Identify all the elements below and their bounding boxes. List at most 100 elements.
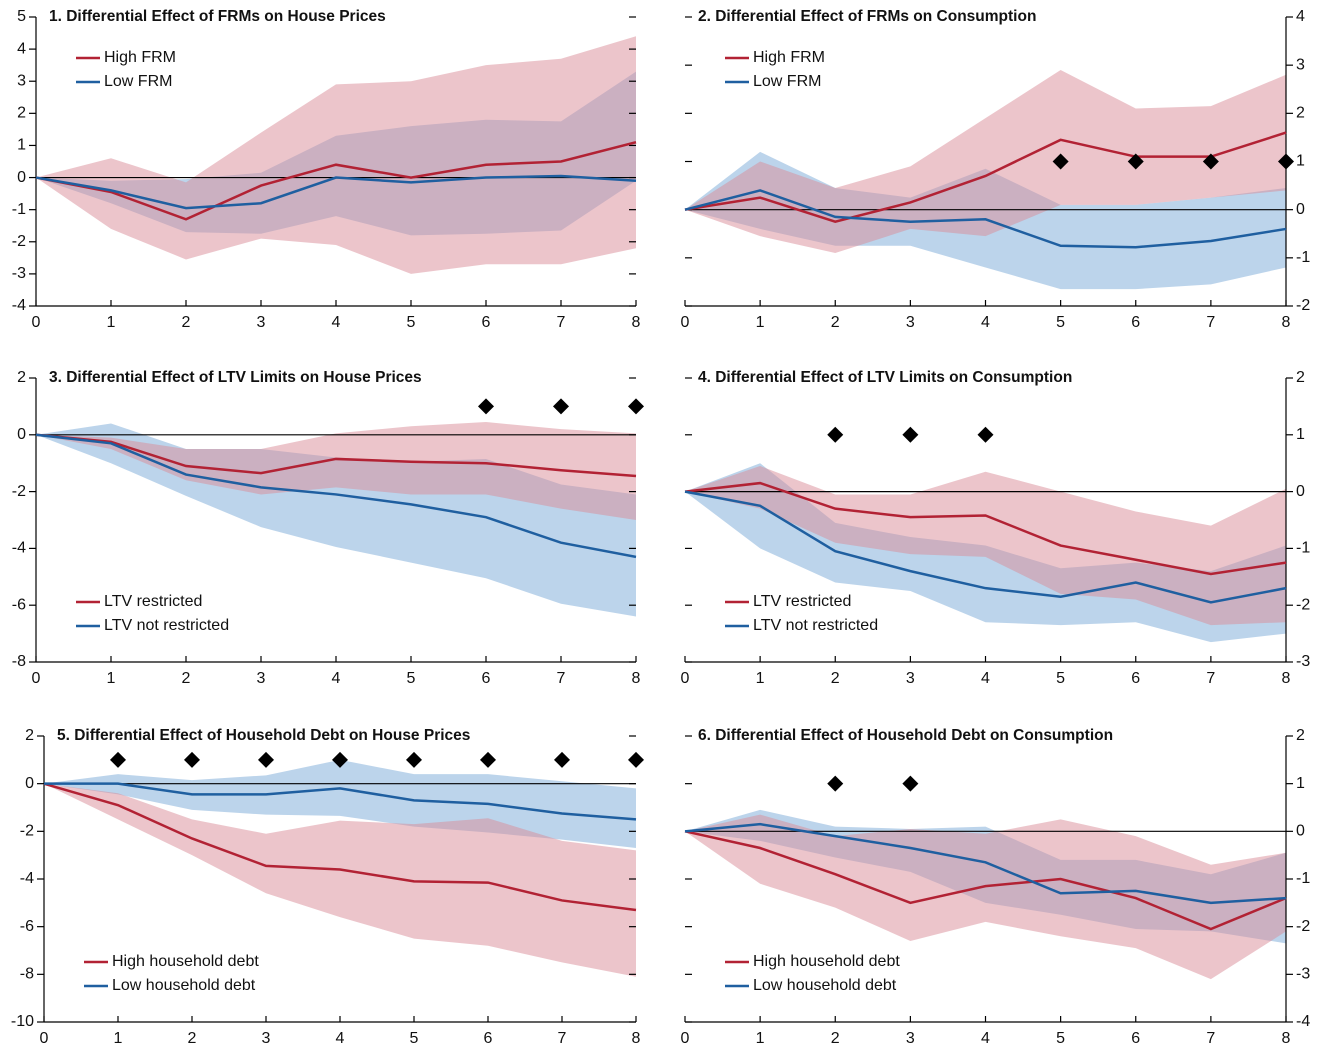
x-tick-label: 1 — [756, 1030, 765, 1047]
y-tick-label: 4 — [17, 40, 26, 57]
x-tick-label: 7 — [1206, 1030, 1215, 1047]
panel-title: 1. Differential Effect of FRMs on House … — [49, 8, 386, 25]
x-tick-label: 4 — [981, 1030, 990, 1047]
legend-label: LTV restricted — [104, 593, 202, 610]
significance-marker — [478, 398, 494, 415]
x-tick-label: 0 — [32, 670, 41, 687]
x-tick-label: 5 — [1056, 1030, 1065, 1047]
x-tick-label: 1 — [756, 670, 765, 687]
panel-title: 3. Differential Effect of LTV Limits on … — [49, 369, 422, 386]
x-tick-label: 6 — [1131, 1030, 1140, 1047]
y-tick-label: -3 — [1296, 653, 1310, 670]
x-tick-label: 1 — [114, 1030, 123, 1047]
significance-marker — [827, 426, 844, 443]
legend-label: Low FRM — [753, 73, 821, 90]
x-tick-label: 8 — [632, 314, 641, 331]
significance-marker — [406, 751, 422, 768]
legend-label: Low FRM — [104, 73, 172, 90]
series-line — [35, 174, 637, 210]
panel-title: 2. Differential Effect of FRMs on Consum… — [698, 8, 1036, 25]
significance-marker — [827, 775, 844, 792]
y-tick-label: -1 — [1296, 870, 1310, 887]
x-tick-label: 0 — [681, 314, 690, 331]
x-tick-label: 0 — [32, 314, 41, 331]
y-tick-label: -2 — [20, 823, 34, 840]
confidence-band — [685, 69, 1286, 254]
x-tick-label: 8 — [632, 670, 641, 687]
y-tick-label: 0 — [25, 775, 34, 792]
x-tick-label: 8 — [632, 1030, 641, 1047]
significance-marker — [902, 426, 919, 443]
y-tick-label: 4 — [1296, 8, 1305, 25]
series-line — [35, 433, 637, 559]
x-tick-label: 2 — [182, 670, 191, 687]
significance-marker — [554, 751, 570, 768]
x-tick-label: 6 — [1131, 670, 1140, 687]
series-line — [684, 131, 1287, 224]
y-tick-label: 2 — [17, 369, 26, 386]
y-tick-label: 0 — [1296, 823, 1305, 840]
y-tick-label: -2 — [1296, 596, 1310, 613]
legend-label: LTV not restricted — [104, 617, 229, 634]
significance-marker — [1052, 153, 1069, 170]
confidence-band — [36, 422, 636, 520]
x-tick-label: 5 — [1056, 670, 1065, 687]
legend-label: High FRM — [753, 49, 825, 66]
x-tick-label: 3 — [262, 1030, 271, 1047]
confidence-band — [36, 36, 636, 274]
series-line — [684, 490, 1287, 604]
y-tick-label: 0 — [17, 169, 26, 186]
x-tick-label: 3 — [906, 1030, 915, 1047]
y-tick-label: -10 — [11, 1013, 34, 1030]
x-tick-label: 4 — [336, 1030, 345, 1047]
y-tick-label: 5 — [17, 8, 26, 25]
y-tick-label: -4 — [12, 540, 26, 557]
legend-label: High FRM — [104, 49, 176, 66]
significance-marker — [1278, 153, 1294, 170]
significance-marker — [110, 751, 126, 768]
x-tick-label: 0 — [681, 670, 690, 687]
x-tick-label: 7 — [1206, 314, 1215, 331]
x-tick-label: 7 — [557, 670, 566, 687]
series-line — [44, 782, 637, 821]
x-tick-label: 2 — [831, 670, 840, 687]
panel-title: 4. Differential Effect of LTV Limits on … — [698, 369, 1072, 386]
confidence-band — [685, 814, 1286, 980]
x-tick-label: 8 — [1282, 314, 1291, 331]
significance-marker — [1202, 153, 1219, 170]
x-tick-label: 3 — [257, 314, 266, 331]
x-tick-label: 7 — [558, 1030, 567, 1047]
legend-label: High household debt — [753, 953, 900, 970]
x-tick-label: 2 — [188, 1030, 197, 1047]
x-tick-label: 8 — [1282, 670, 1291, 687]
significance-marker — [902, 775, 919, 792]
confidence-band — [685, 466, 1286, 626]
x-tick-label: 4 — [981, 314, 990, 331]
x-tick-label: 5 — [1056, 314, 1065, 331]
legend-label: LTV not restricted — [753, 617, 878, 634]
y-tick-label: 2 — [1296, 727, 1305, 744]
series-line — [35, 141, 637, 221]
legend-label: High household debt — [112, 953, 259, 970]
significance-marker — [1127, 153, 1144, 170]
y-tick-label: -2 — [12, 233, 26, 250]
significance-marker — [258, 751, 274, 768]
y-tick-label: -1 — [1296, 249, 1310, 266]
x-tick-label: 5 — [407, 670, 416, 687]
y-tick-label: 2 — [25, 727, 34, 744]
x-tick-label: 0 — [40, 1030, 49, 1047]
x-tick-label: 7 — [1206, 670, 1215, 687]
y-tick-label: -1 — [1296, 540, 1310, 557]
y-tick-label: -1 — [12, 201, 26, 218]
panel-title: 6. Differential Effect of Household Debt… — [698, 727, 1113, 744]
y-tick-label: 3 — [1296, 56, 1305, 73]
significance-marker — [332, 751, 348, 768]
series-line — [43, 782, 637, 912]
y-tick-label: 1 — [1296, 775, 1305, 792]
series-line — [35, 433, 637, 478]
x-tick-label: 6 — [482, 314, 491, 331]
significance-marker — [977, 426, 994, 443]
panel-title: 5. Differential Effect of Household Debt… — [57, 727, 470, 744]
y-tick-label: -4 — [20, 870, 34, 887]
